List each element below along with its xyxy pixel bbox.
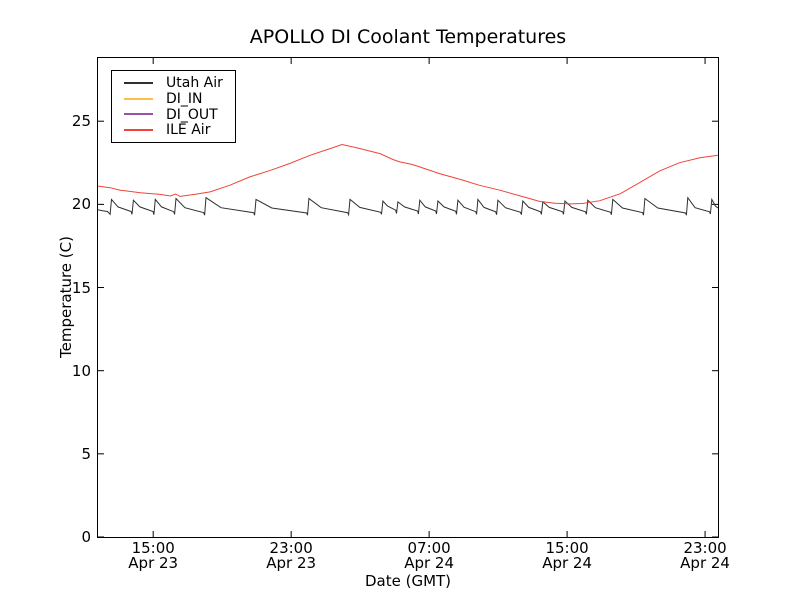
legend-line-sample xyxy=(124,113,153,116)
x-tick-date: Apr 24 xyxy=(404,553,455,572)
x-tick-date: Apr 23 xyxy=(266,553,317,572)
x-tick-time: 15:00 xyxy=(545,539,589,557)
y-tick-label: 5 xyxy=(81,444,91,463)
x-tick-label: 15:00 Apr 23 xyxy=(111,541,195,570)
legend-line-sample xyxy=(124,97,153,100)
x-tick-time: 23:00 xyxy=(269,539,313,557)
legend-item-utah-air: Utah Air xyxy=(124,75,235,91)
x-tick-time: 15:00 xyxy=(131,539,175,557)
x-tick-label: 15:00 Apr 24 xyxy=(525,541,609,570)
y-axis-label: Temperature (C) xyxy=(57,236,75,358)
legend-item-di-out: DI_OUT xyxy=(124,107,235,123)
legend-label: Utah Air xyxy=(166,74,223,91)
plot-canvas xyxy=(98,58,718,537)
y-tick-label: 0 xyxy=(81,528,91,546)
x-tick-label: 07:00 Apr 24 xyxy=(387,541,471,570)
legend-line-sample xyxy=(124,129,153,132)
legend: Utah Air DI_IN DI_OUT ILE Air xyxy=(111,70,236,144)
x-axis-label: Date (GMT) xyxy=(364,572,452,590)
x-tick-time: 23:00 xyxy=(683,539,727,557)
series-line-utah-air xyxy=(98,196,718,217)
y-tick-label: 20 xyxy=(71,195,91,214)
legend-label: ILE Air xyxy=(166,122,211,139)
x-tick-label: 23:00 Apr 24 xyxy=(663,541,747,570)
x-tick-date: Apr 23 xyxy=(128,553,179,572)
x-tick-date: Apr 24 xyxy=(680,553,730,572)
x-tick-label: 23:00 Apr 23 xyxy=(249,541,333,570)
legend-item-ile-air: ILE Air xyxy=(124,122,235,138)
x-tick-date: Apr 24 xyxy=(542,553,592,572)
y-tick-label: 15 xyxy=(71,278,91,297)
y-tick-label: 25 xyxy=(71,112,91,131)
chart-title: APOLLO DI Coolant Temperatures xyxy=(249,26,567,48)
y-tick-label: 10 xyxy=(71,361,91,380)
legend-label: DI_IN xyxy=(166,90,203,107)
series-line-ile-air xyxy=(98,143,718,205)
x-tick-time: 07:00 xyxy=(407,539,451,557)
legend-label: DI_OUT xyxy=(166,106,218,123)
legend-line-sample xyxy=(124,81,153,84)
legend-item-di-in: DI_IN xyxy=(124,91,235,107)
